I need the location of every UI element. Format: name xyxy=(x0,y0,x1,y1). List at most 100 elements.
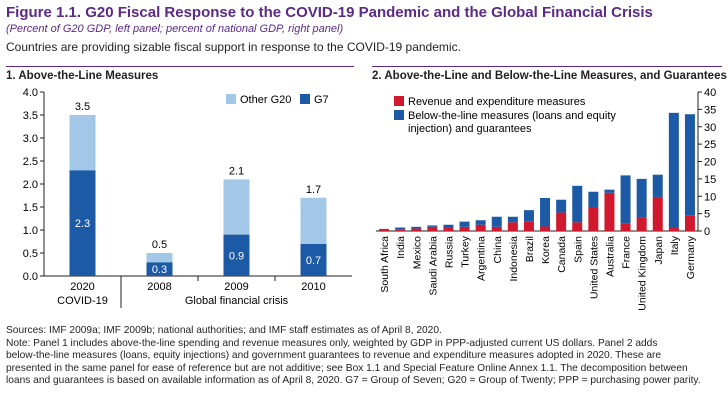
bar-revenue-expenditure xyxy=(379,229,390,231)
x-tick-label: Mexico xyxy=(411,236,423,269)
bar-other-g20 xyxy=(223,179,250,235)
group-label: COVID-19 xyxy=(57,295,108,307)
legend-swatch-revenue xyxy=(394,96,404,106)
bar-below-the-line xyxy=(604,189,615,193)
bar-below-the-line xyxy=(427,225,438,227)
x-tick-label: Saudi Arabia xyxy=(427,236,439,296)
bar-below-the-line xyxy=(443,224,454,228)
legend-swatch-below-the-line xyxy=(394,110,404,120)
bar-below-the-line xyxy=(540,197,551,227)
y-tick-label: 1.0 xyxy=(23,225,38,237)
x-tick-label: Canada xyxy=(556,236,568,273)
bar-g7 xyxy=(69,170,96,276)
x-tick-label: 2010 xyxy=(301,281,325,293)
y-tick-label: 30 xyxy=(704,122,716,134)
data-label-g7: 0.3 xyxy=(152,264,167,276)
bar-revenue-expenditure xyxy=(475,224,486,231)
notes-line: loans and guarantees is based on availab… xyxy=(6,375,701,387)
panel2-rule xyxy=(372,66,722,67)
y-tick-label: 40 xyxy=(704,87,716,99)
figure-subtitle: (Percent of G20 GDP, left panel; percent… xyxy=(6,23,344,35)
panel1-chart: 0.0 0.5 1.0 1.5 2.0 2.5 3.0 3.5 4.0 2.3 3.5 2020 0.3… xyxy=(23,87,352,308)
x-tick-label: Italy xyxy=(669,235,681,255)
bar-revenue-expenditure xyxy=(507,222,518,231)
bar-below-the-line xyxy=(379,228,390,230)
x-tick-label: United States xyxy=(588,236,600,299)
panel1-rule xyxy=(6,66,354,67)
x-tick-label: France xyxy=(621,236,633,269)
notes-line: below-the-line measures (loans, equity i… xyxy=(6,350,662,362)
bar-other-g20 xyxy=(300,197,327,244)
y-tick-label: 35 xyxy=(704,104,716,116)
bar-revenue-expenditure xyxy=(523,221,534,231)
bar-revenue-expenditure xyxy=(636,217,647,231)
bar-revenue-expenditure xyxy=(620,223,631,231)
bar-revenue-expenditure xyxy=(588,207,599,231)
y-tick-label: 0.5 xyxy=(23,248,38,260)
y-tick-label: 4.0 xyxy=(23,87,38,99)
bar-below-the-line xyxy=(588,191,599,208)
y-tick-label: 20 xyxy=(704,157,716,169)
bar-below-the-line xyxy=(572,185,583,223)
x-tick-label: 2020 xyxy=(70,281,94,293)
bar-below-the-line xyxy=(475,220,486,225)
bar-revenue-expenditure xyxy=(684,215,695,231)
bar-below-the-line xyxy=(556,199,567,213)
data-label-total: 2.1 xyxy=(229,165,244,177)
x-tick-label: Russia xyxy=(443,236,455,268)
y-tick-label: 10 xyxy=(704,191,716,203)
legend-label-below-the-line-cont: injection) and guarantees xyxy=(408,123,532,135)
x-tick-label: United Kingdom xyxy=(637,236,649,311)
data-label-g7: 2.3 xyxy=(75,218,90,230)
bar-revenue-expenditure xyxy=(572,222,583,231)
y-tick-label: 0.0 xyxy=(23,271,38,283)
legend-label-revenue: Revenue and expenditure measures xyxy=(408,96,586,108)
y-tick-label: 15 xyxy=(704,174,716,186)
panel2-title: 2. Above-the-Line and Below-the-Line Mea… xyxy=(372,70,727,82)
bar-below-the-line xyxy=(636,178,647,218)
x-tick-label: Brazil xyxy=(524,236,536,262)
notes-line: Note: Panel 1 includes above-the-line sp… xyxy=(6,337,658,349)
bar-revenue-expenditure xyxy=(652,196,663,231)
x-tick-label: Spain xyxy=(572,236,584,263)
bar-revenue-expenditure xyxy=(668,227,679,231)
x-tick-label: South Africa xyxy=(379,236,391,293)
bar-below-the-line xyxy=(652,174,663,197)
legend-label-g7: G7 xyxy=(314,94,329,106)
y-tick-label: 0 xyxy=(704,226,710,238)
legend-swatch-other-g20 xyxy=(226,94,236,104)
bar-revenue-expenditure xyxy=(604,192,615,231)
panel1-title: 1. Above-the-Line Measures xyxy=(6,70,159,82)
panel2-chart: 0 5 10 15 20 25 30 35 40 South Africa India Mexico S… xyxy=(376,87,716,311)
y-tick-label: 1.5 xyxy=(23,202,38,214)
x-tick-label: Argentina xyxy=(476,236,488,281)
y-tick-label: 3.5 xyxy=(23,110,38,122)
x-tick-label: Japan xyxy=(653,236,665,265)
notes: Sources: IMF 2009a; IMF 2009b; national … xyxy=(6,325,722,388)
bar-revenue-expenditure xyxy=(491,226,502,231)
bar-other-g20 xyxy=(69,115,96,171)
legend-swatch-g7 xyxy=(300,94,310,104)
y-tick-label: 5 xyxy=(704,209,710,221)
x-tick-label: China xyxy=(492,236,504,264)
notes-line: Sources: IMF 2009a; IMF 2009b; national … xyxy=(6,325,442,336)
bar-below-the-line xyxy=(523,210,534,222)
legend-label-other-g20: Other G20 xyxy=(240,94,291,106)
bar-below-the-line xyxy=(491,216,502,227)
x-tick-label: Germany xyxy=(685,235,697,279)
bar-revenue-expenditure xyxy=(411,228,422,231)
bar-revenue-expenditure xyxy=(540,226,551,231)
notes-line: presented in the same panel for ease of … xyxy=(6,362,688,374)
bar-below-the-line xyxy=(395,227,406,230)
x-tick-label: India xyxy=(395,236,407,259)
data-label-g7: 0.9 xyxy=(229,250,244,262)
bar-below-the-line xyxy=(411,226,422,229)
y-tick-label: 3.0 xyxy=(23,133,38,145)
bar-g7 xyxy=(146,262,173,276)
bar-below-the-line xyxy=(620,175,631,224)
figure-lead: Countries are providing sizable fiscal s… xyxy=(6,40,461,54)
x-tick-label: Indonesia xyxy=(508,236,520,282)
data-label-total: 0.5 xyxy=(152,239,167,251)
data-label-total: 3.5 xyxy=(75,101,90,113)
x-tick-label: Turkey xyxy=(460,235,472,267)
